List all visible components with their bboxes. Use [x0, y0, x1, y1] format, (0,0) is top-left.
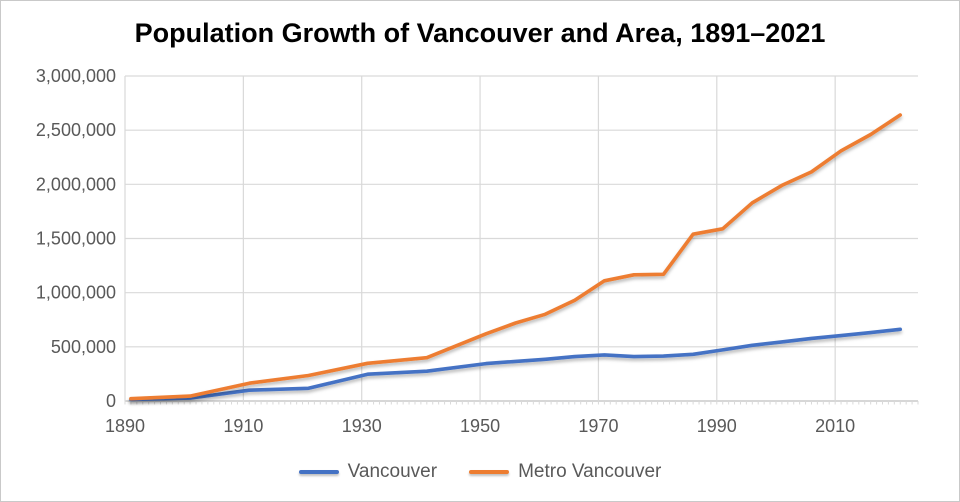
gridlines — [124, 75, 918, 402]
x-axis-label: 1970 — [578, 416, 618, 436]
y-axis-label: 0 — [106, 391, 116, 411]
legend-item-vancouver: Vancouver — [298, 461, 438, 483]
chart-legend: Vancouver Metro Vancouver — [1, 461, 959, 483]
chart-title: Population Growth of Vancouver and Area,… — [134, 18, 826, 48]
legend-label-vancouver: Vancouver — [347, 461, 438, 482]
x-axis-label: 2010 — [815, 416, 855, 436]
x-axis-label: 1930 — [342, 416, 382, 436]
x-axis-label: 1910 — [223, 416, 263, 436]
y-axis-label: 2,500,000 — [36, 120, 116, 140]
y-axis-label: 1,500,000 — [36, 229, 116, 249]
vancouver-line-swatch-icon — [298, 470, 339, 474]
axis-labels: 0 500,000 1,000,000 1,500,000 2,000,000 2,500… — [36, 66, 855, 436]
x-axis-minor-ticks — [124, 401, 919, 405]
x-axis-label: 1990 — [697, 416, 737, 436]
series-line-vancouver — [129, 327, 902, 402]
series-line-metro-vancouver — [129, 113, 902, 401]
series-lines — [129, 113, 902, 402]
y-axis-label: 2,000,000 — [36, 174, 116, 194]
y-axis-label: 1,000,000 — [36, 283, 116, 303]
legend-item-metro-vancouver: Metro Vancouver — [469, 461, 661, 483]
metro-vancouver-line-swatch-icon — [469, 470, 510, 474]
y-axis-label: 3,000,000 — [36, 66, 116, 86]
x-axis-label: 1890 — [105, 416, 145, 436]
x-axis-label: 1950 — [460, 416, 500, 436]
y-axis-label: 500,000 — [51, 337, 116, 357]
legend-label-metro-vancouver: Metro Vancouver — [518, 461, 662, 482]
